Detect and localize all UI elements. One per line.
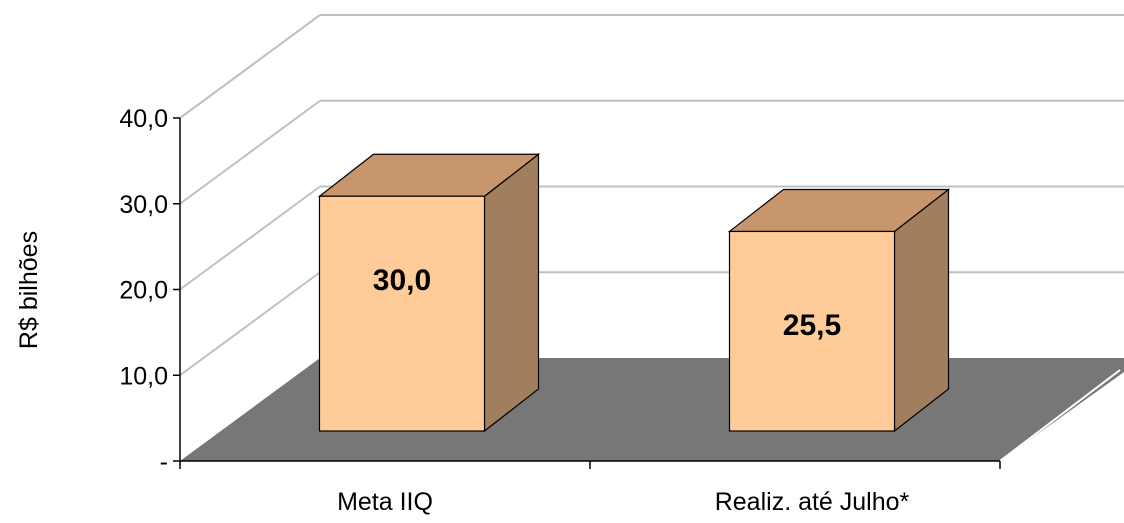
y-tick-label: 40,0: [119, 105, 168, 133]
gridline-side: [179, 99, 321, 205]
y-axis-title: R$ bilhões: [15, 231, 43, 349]
y-tick-label: 30,0: [119, 191, 168, 219]
bars: [317, 153, 951, 433]
y-tick-label: 20,0: [119, 277, 168, 305]
y-tick-label: 10,0: [119, 362, 168, 390]
bar-front-face: [728, 230, 896, 432]
data-label: 25,5: [783, 309, 841, 342]
data-label: 30,0: [373, 264, 431, 297]
x-tick-label: Meta IIQ: [337, 488, 433, 516]
labels: - 10,0 20,0 30,0 40,0 R$ bilhões 30,0 Meta IIQ 2…: [15, 105, 910, 516]
bar-front-face: [318, 195, 486, 432]
x-tick-label: Realiz. até Julho*: [715, 488, 910, 516]
bar-side-face: [483, 153, 540, 433]
y-tick-label: -: [160, 448, 168, 476]
bar-2: [727, 188, 951, 433]
axes: [173, 117, 1001, 469]
gridline-side: [179, 14, 321, 119]
gridline-side: [179, 271, 321, 377]
bar-1: [317, 153, 541, 433]
floor-edge: [999, 369, 1121, 462]
gridline-side: [179, 185, 321, 291]
